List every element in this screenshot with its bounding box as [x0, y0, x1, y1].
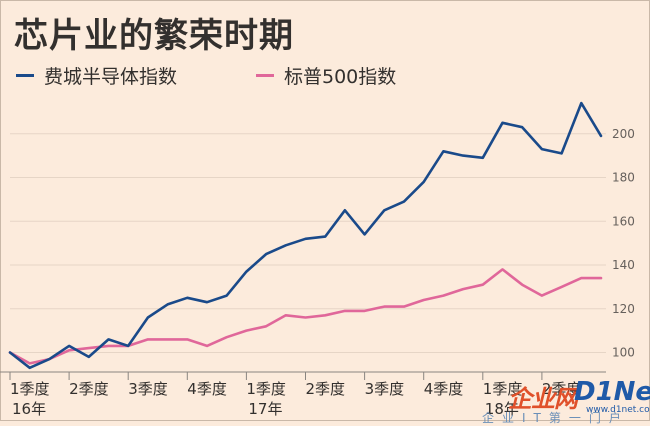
x-tick-label-2: 3季度 [128, 380, 168, 398]
y-tick-label-160: 160 [612, 214, 635, 228]
y-tick-label-120: 120 [612, 302, 635, 316]
x-tick-label-7: 4季度 [424, 380, 464, 398]
x-tick-year-0: 16年 [12, 400, 46, 418]
x-tick-year-4: 17年 [248, 400, 282, 418]
y-tick-label-180: 180 [612, 171, 635, 185]
x-tick-label-6: 3季度 [365, 380, 405, 398]
watermark-text-d1net: D1Net [574, 377, 650, 407]
series-line-sox [10, 103, 601, 368]
x-tick-label-1: 2季度 [69, 380, 109, 398]
x-tick-label-4: 1季度 [246, 380, 286, 398]
y-tick-label-200: 200 [612, 127, 635, 141]
watermark-logo: 企业网 D1Net www.d1net.com 企业IT第一门户 [500, 375, 650, 421]
x-tick-label-5: 2季度 [306, 380, 346, 398]
y-tick-label-100: 100 [612, 346, 635, 360]
x-tick-label-3: 4季度 [187, 380, 227, 398]
x-tick-label-0: 1季度 [10, 380, 50, 398]
watermark-subtitle: 企业IT第一门户 [482, 409, 629, 426]
y-tick-label-140: 140 [612, 258, 635, 272]
